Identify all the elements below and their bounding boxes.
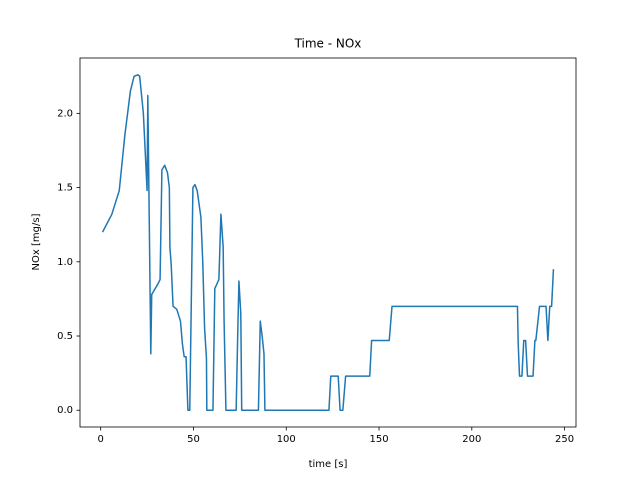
chart-title: Time - NOx [294, 37, 362, 51]
y-axis-label: NOx [mg/s] [31, 213, 42, 270]
y-tick-label: 0.0 [57, 405, 73, 416]
y-tick-label: 0.5 [57, 331, 73, 342]
y-tick-label: 1.0 [57, 257, 73, 268]
x-tick-label: 50 [187, 434, 200, 445]
x-tick-label: 100 [277, 434, 296, 445]
plot-frame [79, 57, 577, 428]
x-tick-label: 0 [98, 434, 104, 445]
data-line [101, 74, 555, 411]
y-tick-label: 1.5 [57, 183, 73, 194]
x-tick-label: 150 [369, 434, 388, 445]
y-tick-label: 2.0 [57, 108, 73, 119]
x-tick-label: 200 [462, 434, 481, 445]
x-tick-label: 250 [555, 434, 574, 445]
x-axis-label: time [s] [309, 459, 348, 470]
